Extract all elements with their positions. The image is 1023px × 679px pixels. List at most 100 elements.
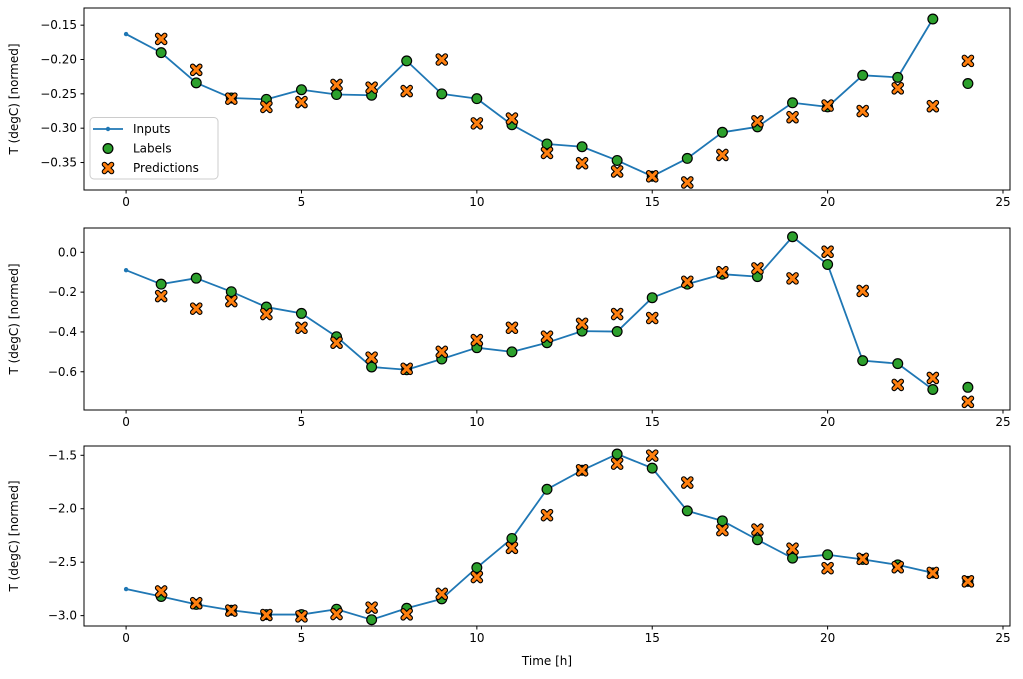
inputs-line: [125, 18, 934, 178]
prediction-marker: [645, 311, 659, 325]
x-tick-label: 25: [995, 631, 1010, 645]
label-marker: [576, 141, 588, 153]
prediction-marker: [435, 53, 449, 66]
prediction-marker: [786, 542, 799, 556]
axes-frame: [83, 227, 1011, 411]
x-tick-label: 0: [122, 415, 130, 429]
legend-label-labels: Labels: [133, 142, 172, 156]
y-tick-label: −0.20: [40, 53, 77, 67]
prediction-marker: [225, 604, 238, 617]
label-marker: [927, 13, 939, 25]
x-tick-label: 15: [645, 415, 660, 429]
x-tick-label: 0: [122, 195, 130, 209]
x-tick-label: 0: [122, 631, 130, 645]
prediction-marker: [365, 81, 378, 94]
y-tick-label: −0.6: [48, 365, 77, 379]
prediction-marker: [505, 112, 519, 125]
prediction-marker: [365, 351, 378, 364]
y-tick-label: −0.35: [40, 156, 77, 170]
prediction-marker: [189, 596, 203, 610]
prediction-marker: [225, 294, 238, 308]
prediction-marker: [470, 570, 484, 584]
legend-label-predictions: Predictions: [133, 161, 199, 175]
y-tick-label: −0.4: [48, 325, 77, 339]
y-tick-label: −3.0: [48, 609, 77, 623]
label-marker: [611, 326, 623, 338]
prediction-marker: [961, 395, 975, 409]
label-marker: [822, 549, 834, 561]
prediction-marker: [716, 265, 729, 279]
prediction-marker: [295, 95, 308, 109]
label-marker: [892, 358, 904, 370]
prediction-marker: [225, 92, 238, 105]
label-marker: [646, 462, 658, 474]
y-tick-label: −1.5: [48, 448, 77, 462]
prediction-marker: [716, 148, 729, 162]
x-tick-label: 10: [469, 415, 484, 429]
prediction-marker: [540, 146, 554, 160]
label-marker: [436, 88, 448, 100]
label-marker: [471, 93, 483, 105]
legend-inputs-dot: [105, 126, 111, 132]
x-tick-label: 20: [820, 195, 835, 209]
subplot-3: 0 5 10 15 20 25 −1.5 −2.0 −2.5 −3.0 T (degC) [norm…: [7, 445, 1011, 645]
label-marker: [471, 562, 483, 574]
label-marker: [366, 614, 378, 626]
input-dot: [123, 31, 129, 37]
label-marker: [857, 355, 869, 367]
prediction-marker: [786, 110, 799, 124]
prediction-marker: [821, 99, 834, 112]
prediction-marker: [365, 601, 378, 614]
prediction-marker: [891, 82, 905, 95]
y-tick-label: −0.2: [48, 285, 77, 299]
y-tick-label: −0.15: [40, 18, 77, 32]
x-tick-label: 20: [820, 415, 835, 429]
prediction-marker: [435, 587, 449, 601]
label-marker: [155, 47, 167, 59]
prediction-marker: [610, 307, 624, 321]
label-marker: [225, 286, 237, 298]
label-marker: [190, 272, 202, 284]
y-tick-label: −0.25: [40, 87, 77, 101]
prediction-marker: [260, 100, 273, 114]
label-marker: [611, 448, 623, 460]
prediction-marker: [189, 63, 203, 77]
prediction-marker: [891, 378, 905, 392]
label-marker: [506, 532, 518, 544]
prediction-marker: [400, 362, 413, 376]
prediction-marker: [400, 608, 413, 621]
input-dot: [123, 586, 129, 592]
input-dot: [123, 268, 129, 273]
inputs-line: [125, 453, 934, 621]
prediction-marker: [610, 165, 624, 178]
x-tick-label: 15: [645, 195, 660, 209]
x-axis-label: Time [h]: [521, 654, 572, 668]
label-marker: [716, 126, 728, 138]
label-marker: [962, 381, 974, 393]
label-marker: [927, 383, 939, 395]
label-marker: [541, 138, 553, 150]
label-marker: [787, 97, 799, 109]
prediction-marker: [681, 275, 694, 289]
y-tick-label: −2.0: [48, 502, 77, 516]
prediction-marker: [189, 302, 203, 315]
label-marker: [155, 278, 167, 290]
x-tick-label: 15: [645, 631, 660, 645]
label-marker: [331, 89, 343, 101]
prediction-marker: [400, 84, 413, 98]
prediction-marker: [505, 541, 519, 555]
x-tick-label: 20: [820, 631, 835, 645]
prediction-marker: [540, 330, 554, 344]
label-marker: [681, 505, 693, 517]
x-tick-label: 5: [298, 415, 306, 429]
prediction-marker: [961, 54, 975, 68]
prediction-marker: [926, 99, 940, 113]
label-marker: [681, 152, 693, 164]
x-tick-label: 10: [469, 195, 484, 209]
legend: Inputs Labels Predictions: [89, 117, 219, 180]
label-marker: [646, 292, 658, 304]
legend-box: [89, 117, 219, 180]
prediction-marker: [295, 321, 308, 335]
label-marker: [822, 258, 834, 270]
